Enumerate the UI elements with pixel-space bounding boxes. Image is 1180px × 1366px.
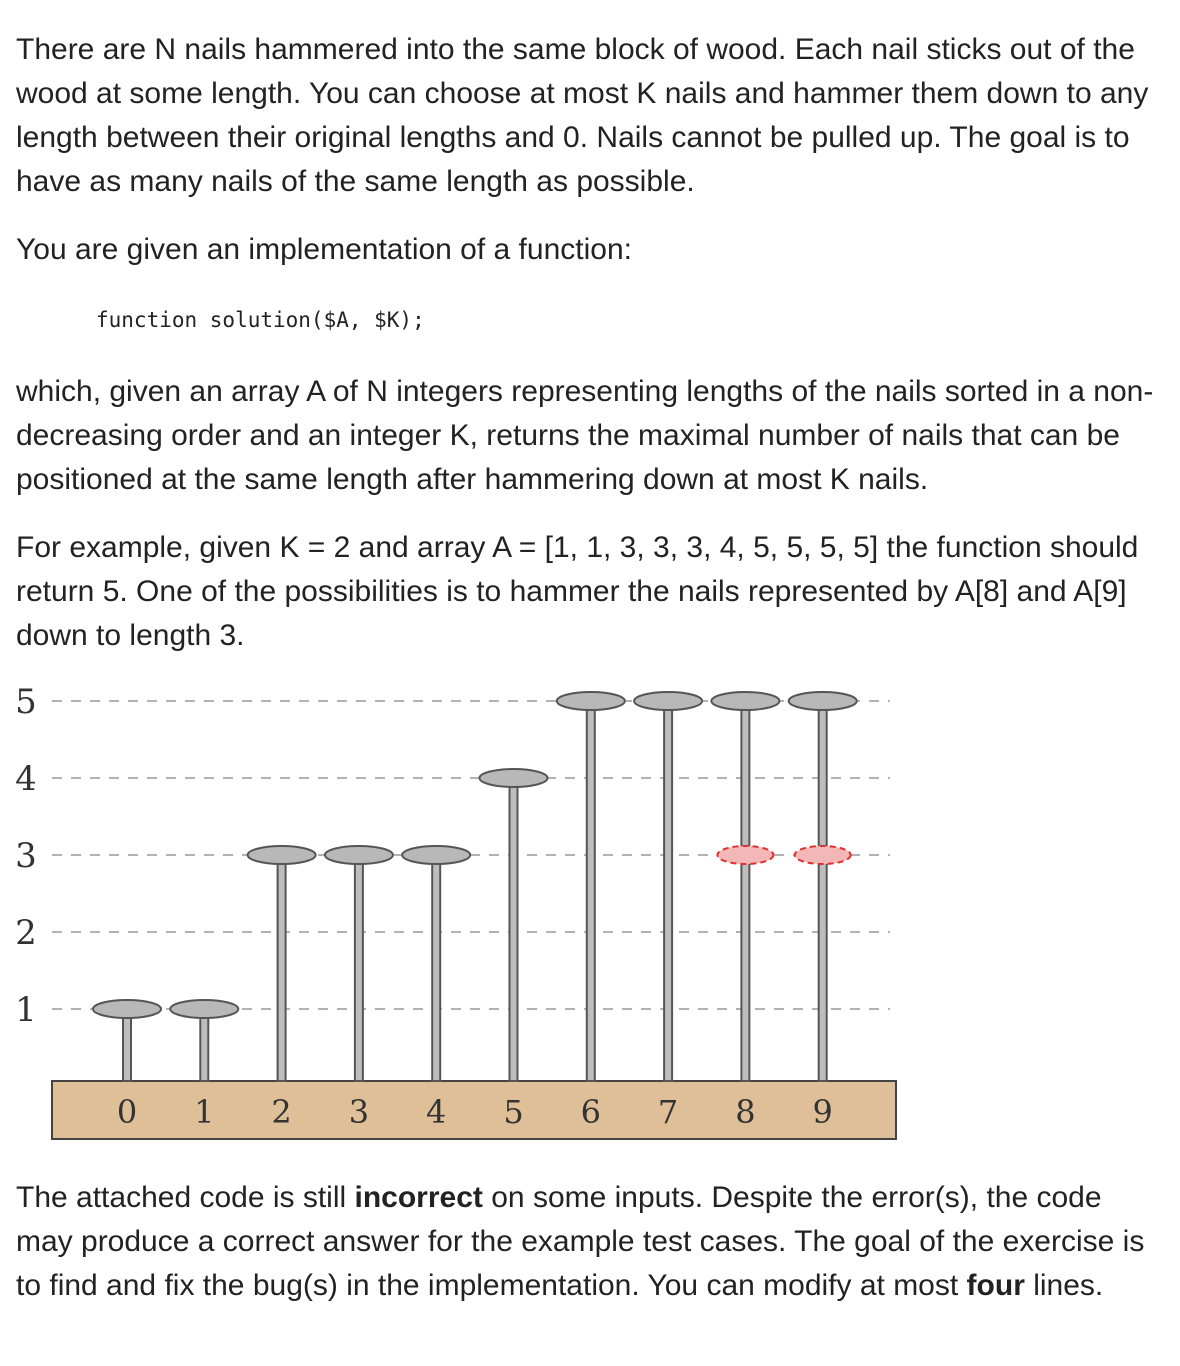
nail-shaft <box>199 1008 210 1082</box>
y-tick-label: 5 <box>15 682 37 722</box>
nail-head <box>323 845 394 865</box>
nail-head <box>92 999 162 1019</box>
y-tick-label: 2 <box>15 913 37 953</box>
wood-block <box>51 1080 897 1140</box>
nail <box>246 845 317 1082</box>
nail <box>555 691 626 1082</box>
hammered-nail-head <box>793 845 852 865</box>
nail <box>169 999 240 1082</box>
nail <box>92 999 162 1082</box>
example-paragraph: For example, given K = 2 and array A = [… <box>16 531 1139 652</box>
nail <box>401 845 472 1082</box>
nail <box>787 691 858 1082</box>
nail <box>633 691 704 1082</box>
nail-shaft <box>122 1008 132 1082</box>
closing-text-1: The attached code is still <box>16 1181 355 1214</box>
nail-head <box>555 691 626 711</box>
nail-shaft <box>353 854 364 1082</box>
nail-head <box>169 999 240 1019</box>
incorrect-emphasis: incorrect <box>354 1181 483 1214</box>
y-tick-label: 3 <box>15 836 37 876</box>
nail-index-label: 8 <box>735 1093 755 1131</box>
nail-shaft <box>508 777 519 1082</box>
nail-head <box>710 691 781 711</box>
nail-index-label: 4 <box>426 1093 446 1131</box>
nail-index-label: 1 <box>194 1093 214 1131</box>
description-paragraph: which, given an array A of N integers re… <box>16 375 1154 496</box>
closing-text-2: on some inputs. Despite the error(s), th… <box>16 1181 1145 1302</box>
nail <box>710 691 781 1082</box>
function-intro: You are given an implementation of a fun… <box>16 233 632 266</box>
nail-shaft <box>740 700 751 1082</box>
intro-paragraph: There are N nails hammered into the same… <box>16 33 1149 198</box>
nail <box>478 768 549 1082</box>
hammered-nail-head <box>716 845 775 865</box>
code-signature: function solution($A, $K); <box>96 308 425 332</box>
nail-index-label: 9 <box>813 1093 833 1131</box>
closing-text-3: lines. <box>1024 1269 1104 1302</box>
nails-diagram: 5 4 3 2 1 0 1 2 3 4 5 6 7 8 9 <box>15 682 897 1140</box>
nail-index-label: 5 <box>503 1093 523 1131</box>
nail-head <box>401 845 472 865</box>
nail-index-label: 7 <box>658 1093 678 1131</box>
nail-shaft <box>276 854 287 1082</box>
nail-index-label: 6 <box>581 1093 601 1131</box>
nail-head <box>478 768 549 788</box>
y-tick-label: 4 <box>15 759 37 799</box>
nail-head <box>633 691 704 711</box>
nail-shaft <box>817 700 828 1082</box>
nail-index-label: 3 <box>349 1093 369 1131</box>
closing-paragraph: The attached code is still incorrect on … <box>16 1176 1166 1308</box>
nail-shaft <box>431 854 442 1082</box>
nail-head <box>246 845 317 865</box>
nail <box>323 845 394 1082</box>
nail-index-label: 0 <box>117 1093 137 1131</box>
y-tick-label: 1 <box>15 990 37 1030</box>
nail-index-label: 2 <box>271 1093 291 1131</box>
nail-shaft <box>585 700 596 1082</box>
four-emphasis: four <box>966 1269 1025 1302</box>
nail-shaft <box>663 700 674 1082</box>
nail-head <box>787 691 858 711</box>
